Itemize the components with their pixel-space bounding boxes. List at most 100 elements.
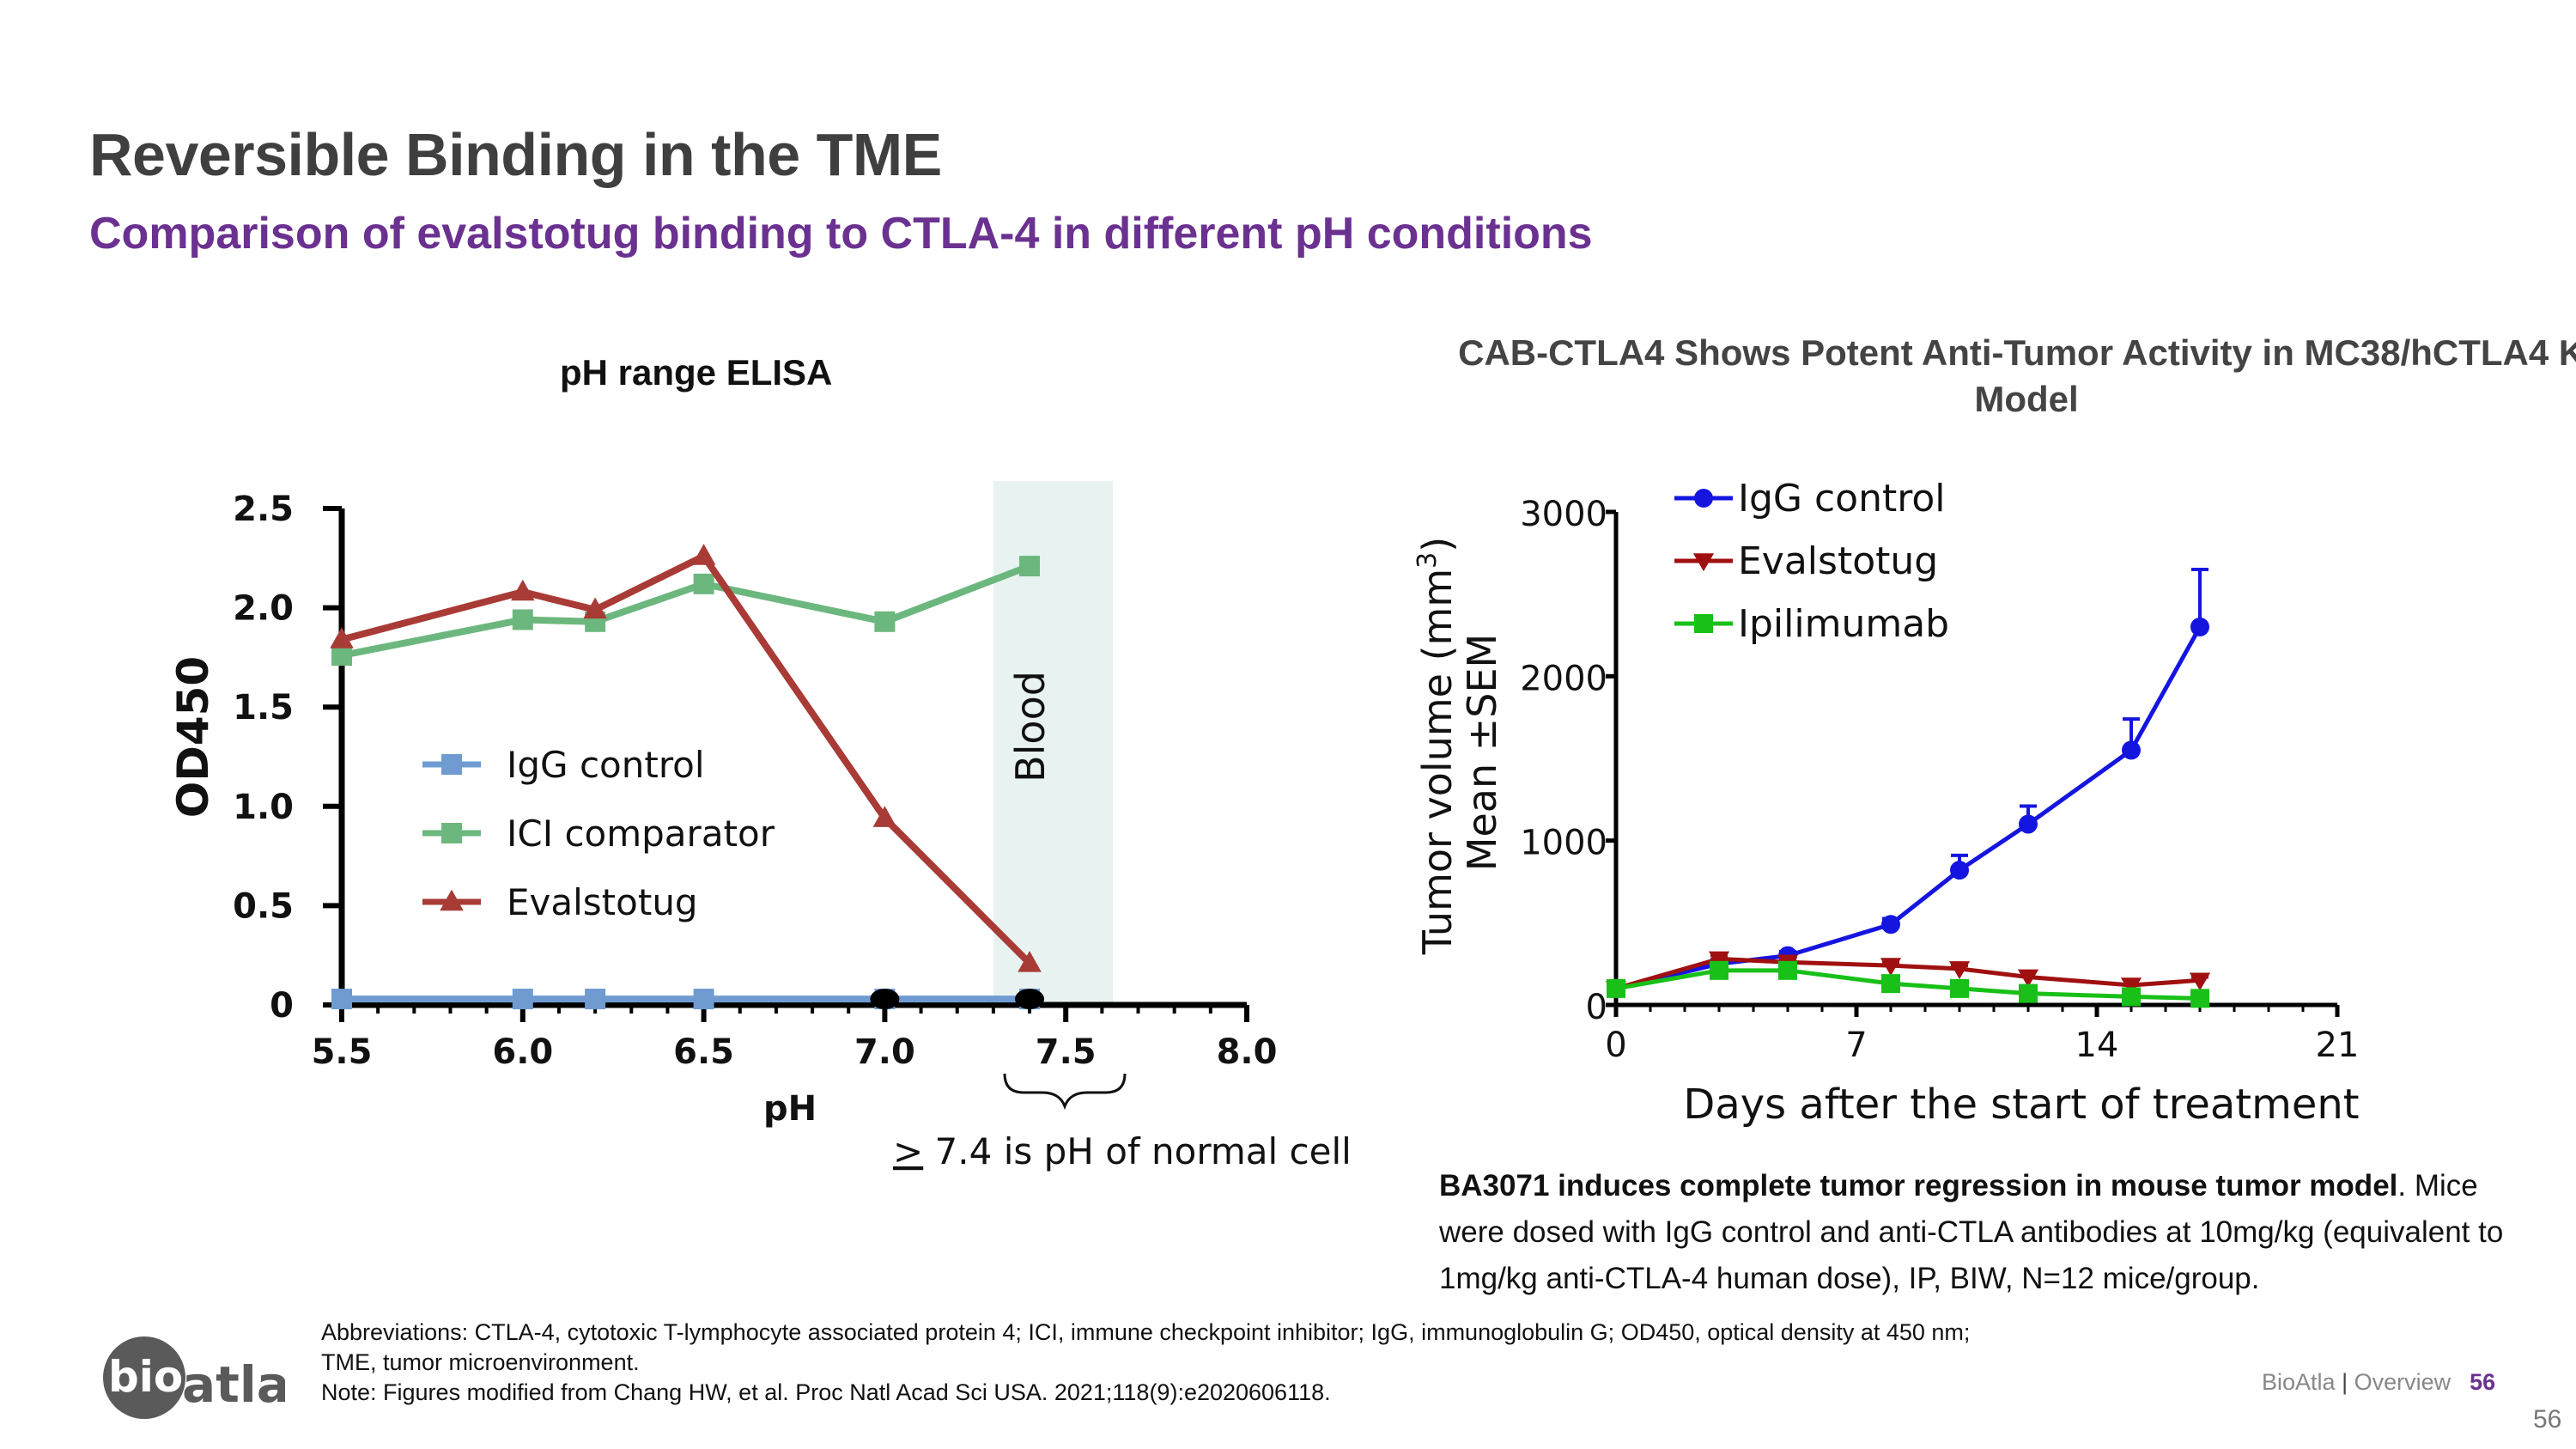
black-data-point <box>1015 989 1045 1010</box>
caption-rest: . Mice were dosed with IgG control and a… <box>1439 1169 2504 1295</box>
data-point <box>511 579 535 601</box>
bioatla-logo: bio atla <box>103 1336 285 1419</box>
x-tick-label: 7 <box>1845 1026 1867 1065</box>
y-tick-label: 1.0 <box>233 788 294 827</box>
legend-swatch-marker <box>1694 614 1713 633</box>
legend-swatch-marker <box>441 823 462 843</box>
svg-text:atla: atla <box>182 1355 285 1414</box>
data-point <box>872 806 897 827</box>
footer-page-number: 56 <box>2470 1369 2496 1395</box>
data-point <box>331 989 352 1010</box>
chart1-ylabel: OD450 <box>168 656 218 818</box>
chart2-ticks: 0 7 14 21 0 1000 2000 3000 <box>1520 495 2359 1065</box>
data-point <box>693 989 714 1010</box>
series-line-igg-control <box>1615 625 2202 991</box>
chart1-legend: IgG control ICI comparator Evalstotug <box>422 744 775 923</box>
series-line-evalstotug <box>1615 956 2201 991</box>
x-tick-label: 7.0 <box>854 1032 915 1072</box>
y-tick-label: 1.5 <box>233 688 294 728</box>
y-tick-label: 2.5 <box>233 490 294 529</box>
data-point <box>1778 960 1797 980</box>
normal-ph-brace <box>1003 1073 1127 1111</box>
data-point <box>512 609 533 630</box>
normal-ph-annotation: > 7.4 is pH of normal cell <box>893 1130 1352 1172</box>
x-tick-label: 6.5 <box>673 1032 734 1072</box>
data-point <box>2122 987 2141 1007</box>
chart2-ylabel-line1: Tumor volume (mm3) <box>1413 537 1461 955</box>
legend-label: IgG control <box>507 744 705 786</box>
data-point <box>874 611 896 632</box>
chart2-axes <box>1613 512 2337 1008</box>
legend-swatch-marker <box>1692 553 1715 572</box>
chart2-legend: IgG control Evalstotug Ipilimumab <box>1674 477 1949 646</box>
data-point <box>1881 915 1900 935</box>
x-tick-label: 14 <box>2075 1026 2119 1065</box>
x-tick-label: 6.0 <box>492 1032 553 1072</box>
corner-page-number: 56 <box>2533 1405 2562 1434</box>
legend-swatch-marker <box>441 754 462 775</box>
x-tick-label: 7.5 <box>1036 1032 1097 1072</box>
data-point <box>1950 861 1969 880</box>
chart2-ylabel-line2: Mean ±SEM <box>1459 634 1505 871</box>
legend-label: Evalstotug <box>1738 539 1938 583</box>
data-point <box>1950 978 1969 998</box>
chart2-series <box>1605 567 2211 1008</box>
data-point <box>2190 989 2209 1008</box>
black-data-point <box>870 989 900 1010</box>
y-tick-label: 0 <box>1586 988 1607 1027</box>
legend-swatch-marker <box>1694 489 1713 508</box>
slide-title: Reversible Binding in the TME <box>89 121 942 188</box>
legend-label: Evalstotug <box>507 881 698 923</box>
data-point <box>2190 617 2209 636</box>
chart2-caption: BA3071 induces complete tumor regression… <box>1439 1163 2547 1302</box>
legend-swatch-marker <box>440 889 464 911</box>
y-tick-label: 2000 <box>1520 659 1607 698</box>
chart2-title: CAB-CTLA4 Shows Potent Anti-Tumor Activi… <box>1458 332 2576 419</box>
blood-band-label: Blood <box>1007 671 1054 782</box>
chart1-axes <box>338 508 1247 1008</box>
y-tick-label: 0.5 <box>233 886 294 926</box>
chart1-ticks: 5.5 6.0 6.5 7.0 7.5 8.0 0 0.5 1.0 1.5 2.0 2.5 <box>233 490 1277 1072</box>
ge-symbol: > <box>893 1130 923 1172</box>
legend-label: IgG control <box>1738 477 1946 521</box>
y-tick-label: 2.0 <box>233 589 294 629</box>
slide-subtitle: Comparison of evalstotug binding to CTLA… <box>89 209 1593 259</box>
y-tick-label: 3000 <box>1520 495 1607 534</box>
data-point <box>2019 814 2038 834</box>
data-point <box>2120 977 2142 996</box>
data-point <box>585 989 606 1010</box>
data-point <box>1880 958 1902 977</box>
chart1-series <box>330 544 1045 1010</box>
data-point <box>330 627 354 648</box>
y-tick-label: 1000 <box>1520 824 1607 863</box>
svg-text:bio: bio <box>108 1352 183 1402</box>
series-line-evalstotug <box>340 551 1032 966</box>
data-point <box>1019 556 1041 577</box>
series-line-ici-comparator <box>341 563 1031 660</box>
footnote-source: Note: Figures modified from Chang HW, et… <box>321 1379 1331 1405</box>
x-tick-label: 5.5 <box>312 1032 373 1072</box>
data-point <box>583 597 607 619</box>
data-point <box>2122 740 2141 760</box>
x-tick-label: 0 <box>1605 1026 1626 1065</box>
data-point <box>1881 974 1900 994</box>
chart1-xlabel: pH <box>763 1089 817 1129</box>
legend-label: Ipilimumab <box>1738 602 1949 646</box>
data-point <box>691 544 716 565</box>
data-point <box>1607 978 1625 998</box>
data-point <box>1708 951 1730 970</box>
series-line-ipilimumab <box>1615 968 2201 1001</box>
x-tick-label: 8.0 <box>1217 1032 1278 1072</box>
tumor-volume-chart: 0 7 14 21 0 1000 2000 3000 Tumor volume (mm3) M… <box>1413 477 2360 1129</box>
legend-label: ICI comparator <box>507 813 775 855</box>
footnote-tme: TME, tumor microenvironment. <box>321 1349 640 1375</box>
x-tick-label: 21 <box>2316 1026 2360 1065</box>
blood-band <box>993 481 1114 1005</box>
data-point <box>1710 960 1728 980</box>
data-point <box>512 989 533 1010</box>
data-point <box>331 645 352 667</box>
data-point <box>1018 951 1042 972</box>
chart2-xlabel: Days after the start of treatment <box>1683 1081 2359 1129</box>
data-point <box>2019 983 2038 1003</box>
data-point <box>2189 972 2211 991</box>
